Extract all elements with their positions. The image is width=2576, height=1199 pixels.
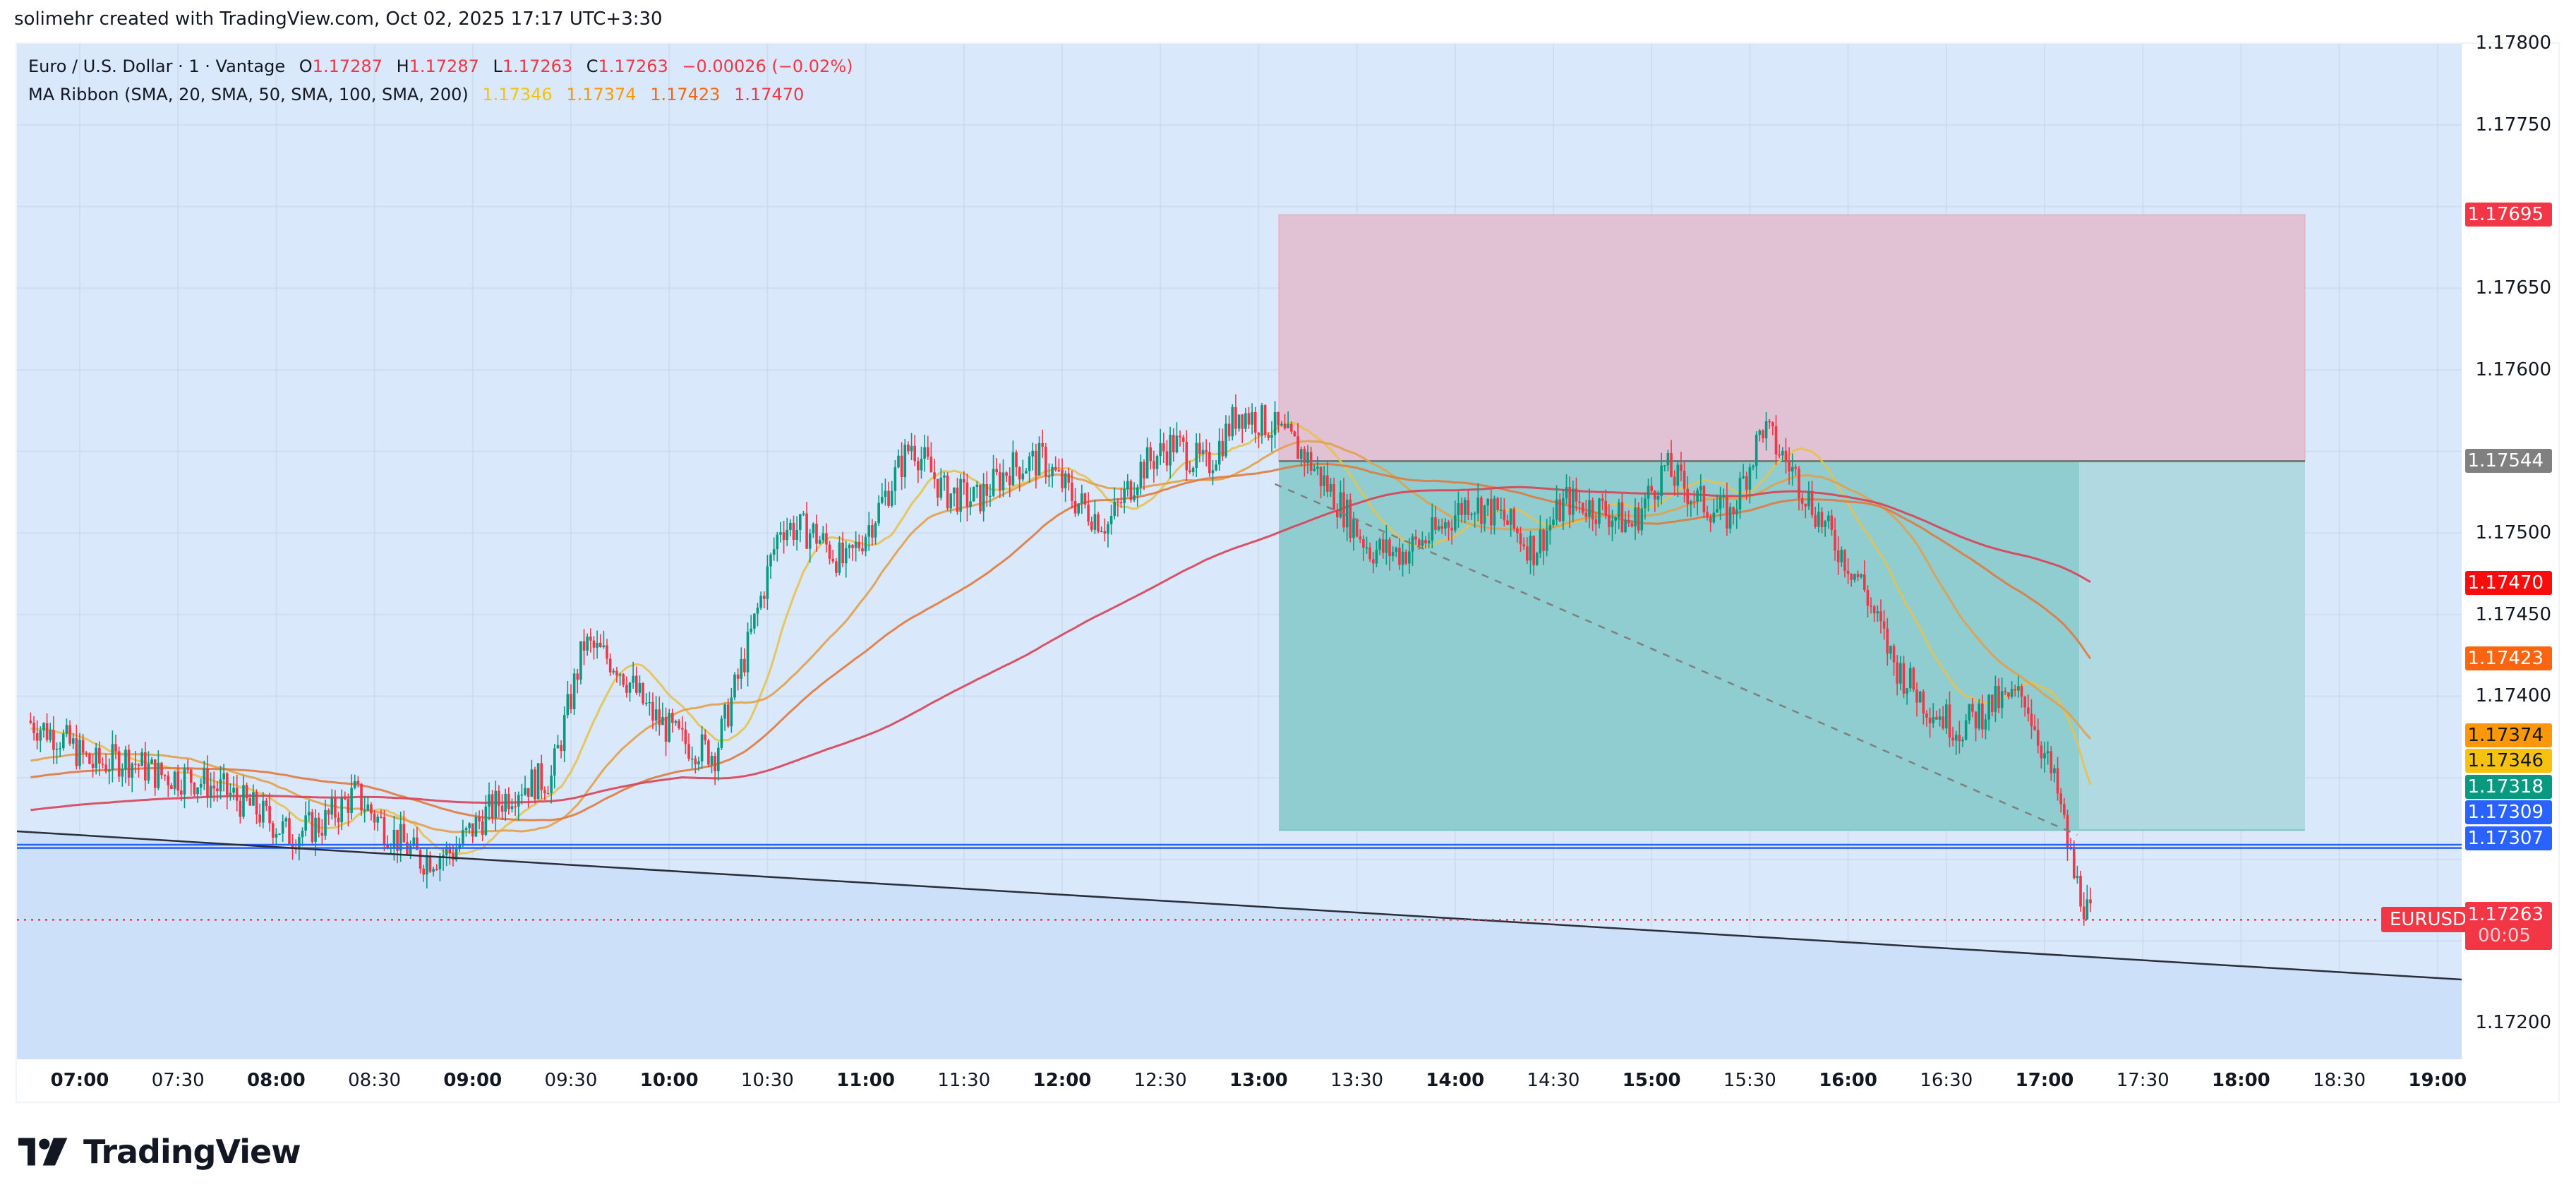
price-tick: 1.17750	[2475, 114, 2551, 135]
stop-loss-badge: 1.17695	[2465, 203, 2552, 227]
time-tick: 10:00	[639, 1070, 699, 1091]
time-tick: 14:30	[1527, 1070, 1580, 1091]
symbol-title: Euro / U.S. Dollar · 1 · Vantage	[28, 56, 286, 76]
last-price-badge: 1.17263 00:05	[2465, 902, 2552, 950]
open-value: 1.17287	[312, 56, 383, 76]
time-tick: 16:30	[1920, 1070, 1973, 1091]
time-tick: 15:00	[1622, 1070, 1681, 1091]
chart-frame	[16, 42, 2560, 1103]
time-tick: 09:00	[443, 1070, 502, 1091]
time-tick: 18:30	[2313, 1070, 2366, 1091]
close-value: 1.17263	[598, 56, 668, 76]
horizontal-line-badge: 1.17309	[2465, 800, 2552, 824]
sma200-badge: 1.17470	[2465, 571, 2552, 595]
time-tick: 17:30	[2116, 1070, 2169, 1091]
symbol-price-tag: EURUSD	[2381, 907, 2476, 932]
price-tick: 1.17400	[2475, 685, 2551, 706]
tradingview-logo[interactable]: TradingView	[18, 1133, 301, 1171]
sma20-value: 1.17346	[482, 85, 553, 104]
price-tick: 1.17200	[2475, 1012, 2551, 1033]
time-tick: 11:00	[836, 1070, 895, 1091]
time-tick: 08:00	[247, 1070, 306, 1091]
sma20-badge: 1.17346	[2465, 749, 2552, 773]
low-label: L	[493, 56, 502, 76]
bar-countdown: 00:05	[2478, 925, 2531, 946]
price-tick: 1.17450	[2475, 604, 2551, 625]
time-axis-bg[interactable]	[17, 1059, 2462, 1102]
trendline-below-fill	[17, 831, 2462, 1059]
time-tick: 07:00	[50, 1070, 109, 1091]
tradingview-logo-icon	[18, 1138, 68, 1166]
sma100-value: 1.17423	[650, 85, 721, 104]
time-tick: 12:00	[1033, 1070, 1092, 1091]
horizontal-line-badge: 1.17307	[2465, 826, 2552, 850]
price-tick: 1.17650	[2475, 277, 2551, 299]
sma50-value: 1.17374	[566, 85, 637, 104]
time-tick: 18:00	[2212, 1070, 2270, 1091]
time-tick: 15:30	[1723, 1070, 1776, 1091]
take-profit-badge: 1.17318	[2465, 775, 2552, 799]
price-tick: 1.17500	[2475, 522, 2551, 543]
time-tick: 19:00	[2408, 1070, 2467, 1091]
low-value: 1.17263	[502, 56, 573, 76]
time-tick: 16:00	[1819, 1070, 1877, 1091]
last-price-value: 1.17263	[2467, 904, 2544, 925]
time-tick: 13:00	[1229, 1070, 1288, 1091]
time-tick: 13:30	[1330, 1070, 1384, 1091]
drawings[interactable]	[17, 483, 2462, 981]
high-label: H	[396, 56, 409, 76]
open-label: O	[299, 56, 313, 76]
close-label: C	[586, 56, 598, 76]
time-tick: 11:30	[937, 1070, 991, 1091]
symbol-legend[interactable]: Euro / U.S. Dollar · 1 · Vantage O1.1728…	[28, 56, 853, 76]
sma50-badge: 1.17374	[2465, 723, 2552, 747]
ma-ribbon-legend[interactable]: MA Ribbon (SMA, 20, SMA, 50, SMA, 100, S…	[28, 85, 804, 104]
tradingview-wordmark: TradingView	[83, 1133, 301, 1171]
change-value: −0.00026 (−0.02%)	[682, 56, 853, 76]
time-tick: 10:30	[740, 1070, 794, 1091]
sma200-value: 1.17470	[734, 85, 805, 104]
time-tick: 14:00	[1426, 1070, 1485, 1091]
candlesticks	[29, 394, 2092, 926]
time-tick: 17:00	[2015, 1070, 2074, 1091]
chart-credit: solimehr created with TradingView.com, O…	[14, 8, 663, 30]
short-position-tool[interactable]	[1278, 214, 2306, 831]
time-tick: 08:30	[348, 1070, 402, 1091]
high-value: 1.17287	[409, 56, 479, 76]
sma100-badge: 1.17423	[2465, 646, 2552, 670]
price-tick: 1.17600	[2475, 359, 2551, 380]
price-tick: 1.17800	[2475, 32, 2551, 54]
time-tick: 07:30	[151, 1070, 205, 1091]
time-tick: 12:30	[1133, 1070, 1187, 1091]
ma-ribbon-title: MA Ribbon (SMA, 20, SMA, 50, SMA, 100, S…	[28, 85, 469, 104]
time-tick: 09:30	[544, 1070, 598, 1091]
entry-badge: 1.17544	[2465, 449, 2552, 473]
